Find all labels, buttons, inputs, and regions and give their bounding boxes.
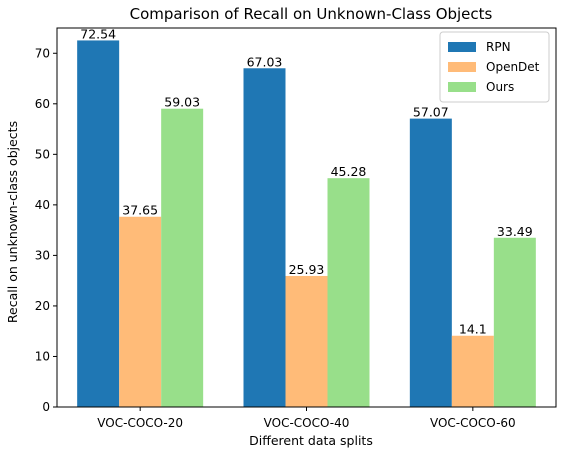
x-axis-label: Different data splits <box>249 433 373 448</box>
bar-opendet-voc-coco-60 <box>451 335 494 407</box>
legend-label-opendet: OpenDet <box>486 60 540 74</box>
data-label: 67.03 <box>247 54 283 69</box>
bar-rpn-voc-coco-40 <box>243 68 286 407</box>
data-label: 57.07 <box>413 105 449 120</box>
legend-label-rpn: RPN <box>486 40 511 54</box>
bar-opendet-voc-coco-20 <box>119 216 162 407</box>
data-label: 37.65 <box>122 203 158 218</box>
y-tick-label: 20 <box>35 299 50 313</box>
y-axis-label: Recall on unknown-class objects <box>5 121 20 323</box>
data-label: 72.54 <box>80 26 116 41</box>
x-tick-label: VOC-COCO-20 <box>97 416 183 430</box>
data-label: 25.93 <box>289 262 325 277</box>
y-tick-label: 0 <box>42 400 50 414</box>
x-tick-label: VOC-COCO-60 <box>430 416 516 430</box>
y-tick-label: 50 <box>35 147 50 161</box>
chart-title: Comparison of Recall on Unknown-Class Ob… <box>130 5 493 23</box>
data-label: 59.03 <box>164 95 200 110</box>
legend: RPN OpenDet Ours <box>439 31 550 103</box>
bar-opendet-voc-coco-40 <box>285 275 328 407</box>
bar-ours-voc-coco-40 <box>327 178 370 407</box>
bar-rpn-voc-coco-20 <box>77 40 120 407</box>
y-tick-label: 70 <box>35 46 50 60</box>
bar-ours-voc-coco-20 <box>161 108 204 408</box>
legend-label-ours: Ours <box>486 80 514 94</box>
data-label: 14.1 <box>459 322 487 337</box>
y-tick-label: 40 <box>35 198 50 212</box>
y-tick-label: 10 <box>35 349 50 363</box>
y-tick-label: 60 <box>35 97 50 111</box>
y-tick-label: 30 <box>35 248 50 262</box>
legend-swatch-ours <box>448 82 476 92</box>
bar-ours-voc-coco-60 <box>493 237 536 407</box>
legend-swatch-rpn <box>448 42 476 52</box>
data-label: 45.28 <box>331 164 367 179</box>
x-tick-label: VOC-COCO-40 <box>264 416 350 430</box>
bar-rpn-voc-coco-60 <box>409 118 452 408</box>
plot-area: 72.54 67.03 57.07 37.65 25.93 14.1 59.03 45.28 3… <box>35 26 557 430</box>
legend-swatch-opendet <box>448 62 476 72</box>
data-label: 33.49 <box>497 224 533 239</box>
